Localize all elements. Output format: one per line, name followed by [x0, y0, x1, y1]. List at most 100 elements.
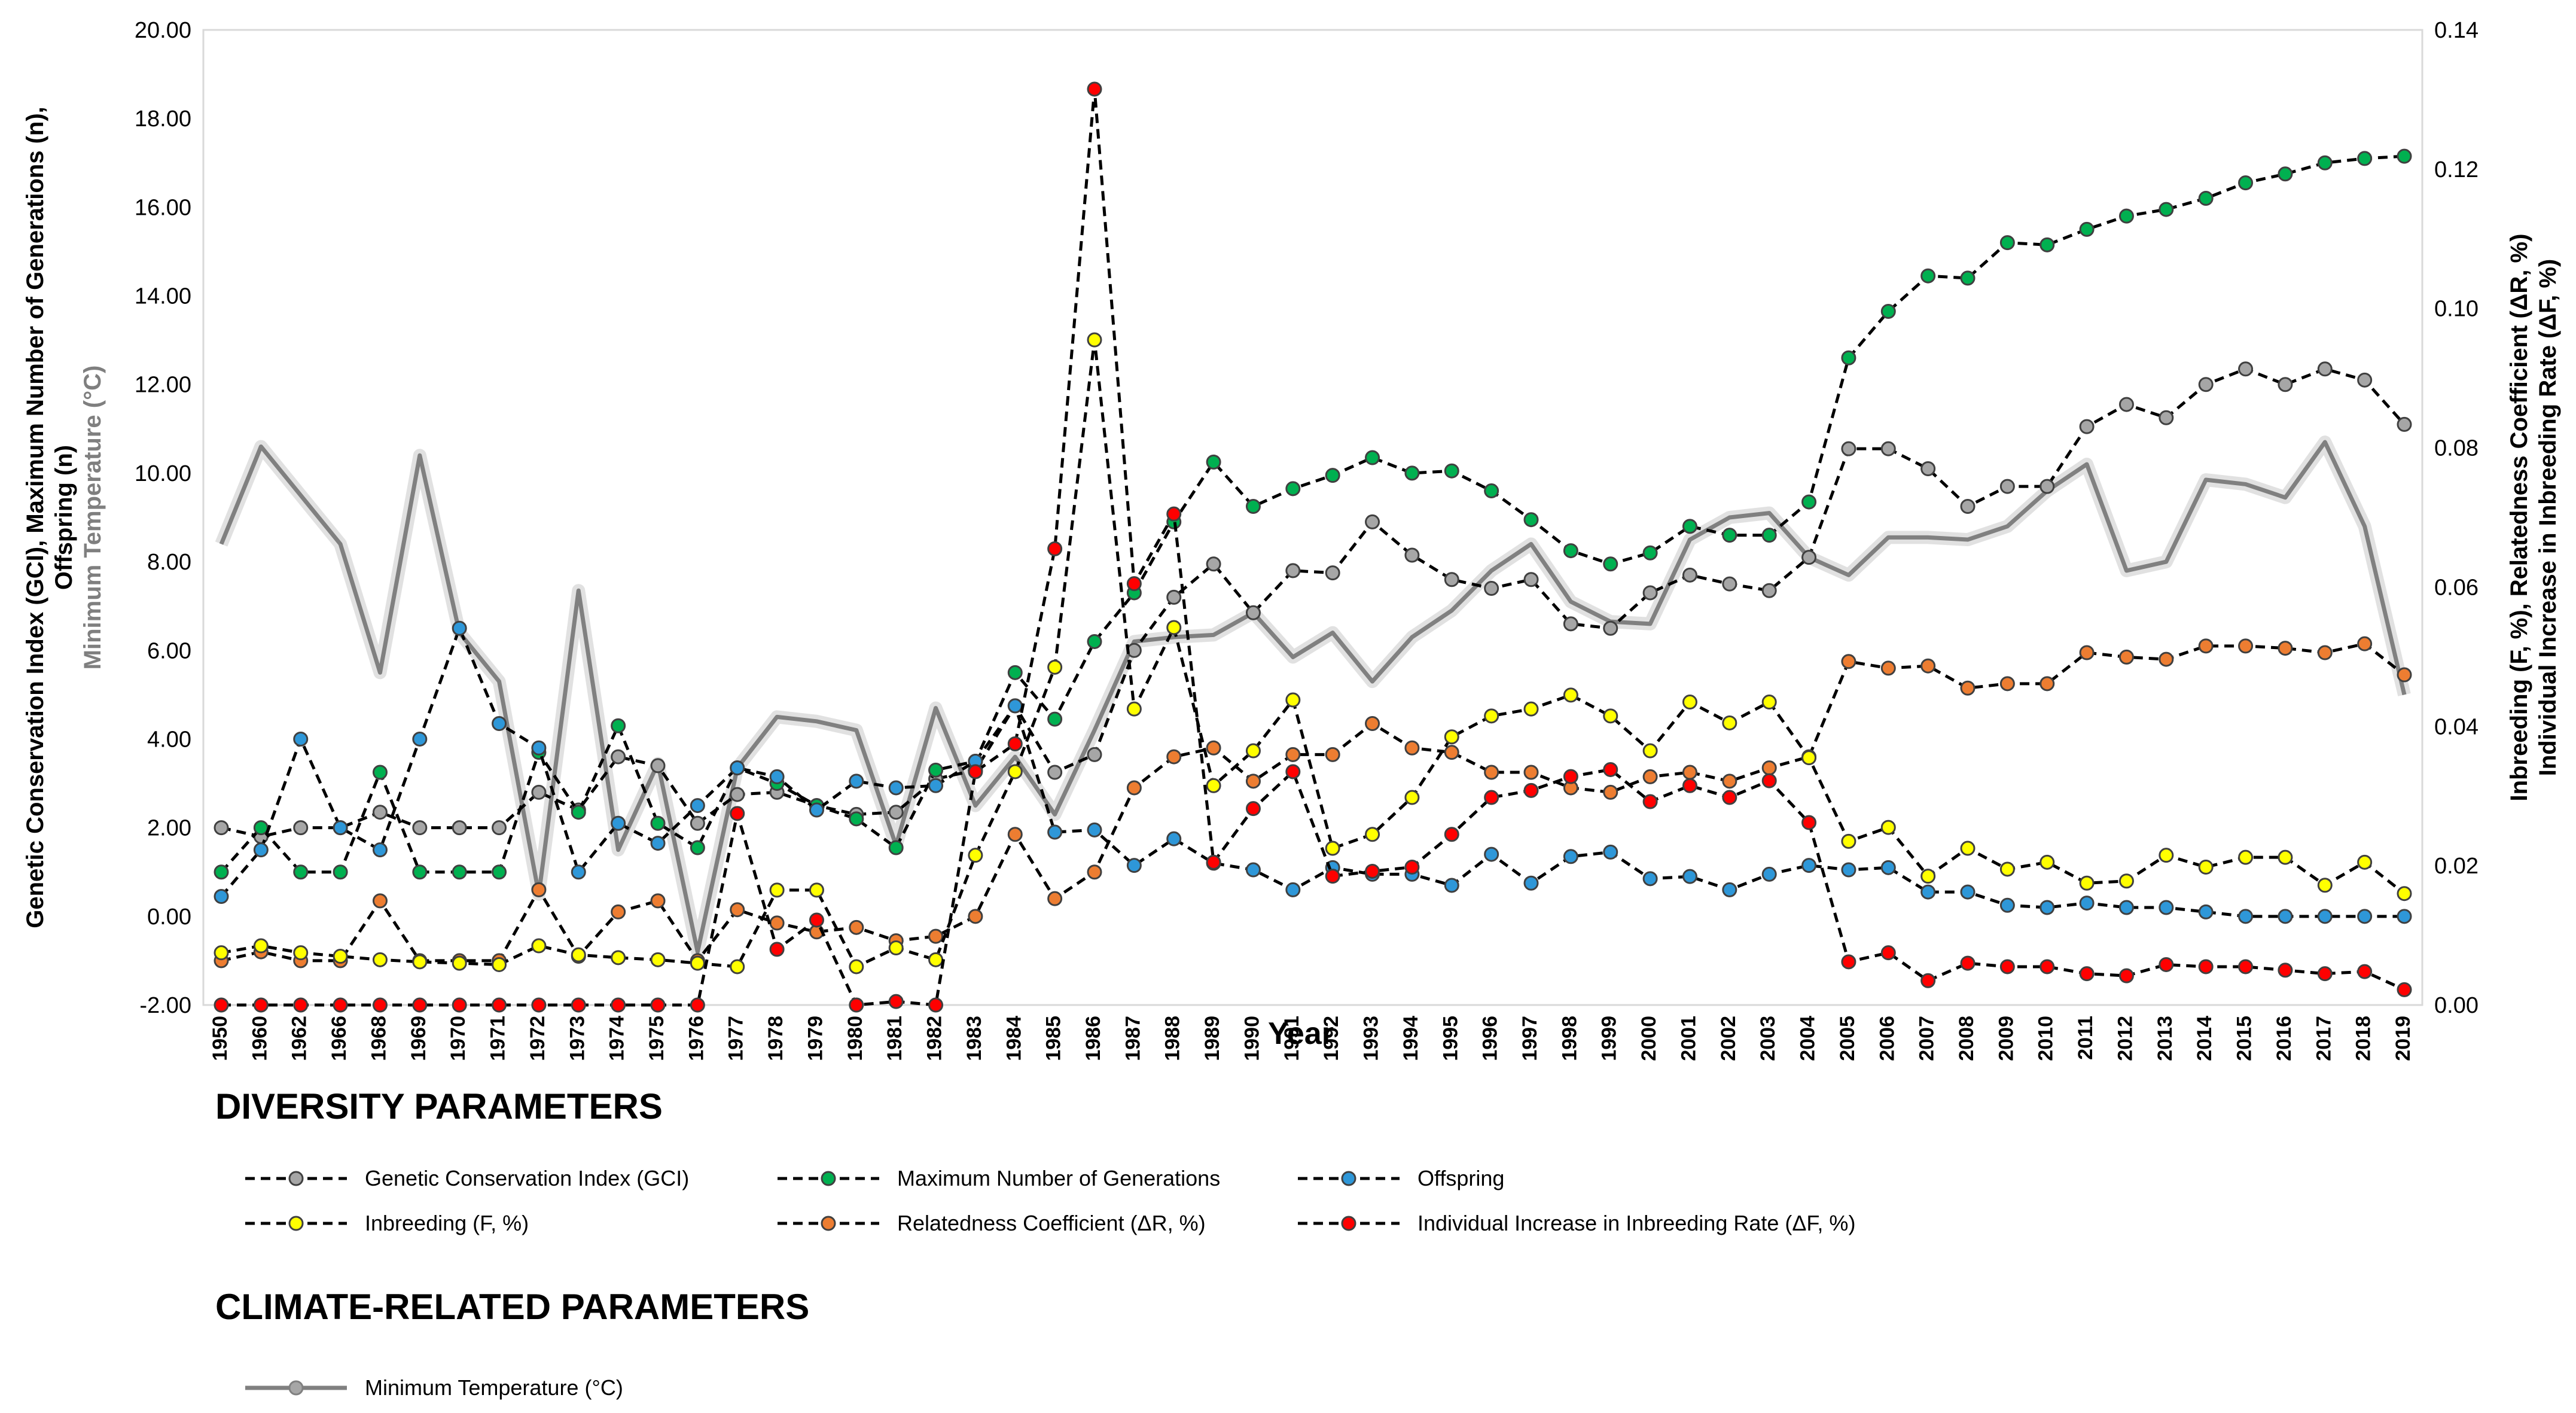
data-point [1999, 959, 2015, 975]
data-point [2159, 410, 2174, 425]
data-point [1206, 556, 1221, 572]
x-tick-label: 1962 [288, 1016, 311, 1061]
data-point [2238, 849, 2254, 865]
right-tick-label: 0.12 [2434, 157, 2479, 182]
data-point [928, 762, 944, 778]
x-tick-label: 2005 [1836, 1016, 1859, 1061]
data-point [2118, 873, 2134, 889]
left-axis-title-temperature: Minimum Temperature (°C) [80, 366, 106, 670]
x-tick-label: 1978 [764, 1016, 787, 1061]
data-point [1841, 862, 1856, 878]
left-axis-title-group: Genetic Conservation Index (GCI), Maximu… [22, 106, 106, 928]
left-axis-title-line2: Offspring (n) [51, 445, 77, 590]
data-point [1682, 519, 1697, 534]
data-point [1960, 955, 1976, 971]
data-point [849, 919, 864, 935]
data-point [730, 806, 745, 821]
legend-diversity-title: DIVERSITY PARAMETERS [215, 1086, 663, 1126]
left-tick-label: -2.00 [139, 993, 191, 1018]
data-point [1047, 541, 1063, 556]
data-point [412, 731, 428, 747]
legend-label: Individual Increase in Inbreeding Rate (… [1417, 1211, 1855, 1235]
data-point [769, 915, 785, 931]
data-point [2357, 372, 2373, 388]
legend-marker [821, 1171, 836, 1186]
data-point [1087, 864, 1102, 880]
x-tick-label: 2011 [2074, 1016, 2097, 1060]
x-tick-label: 1991 [1281, 1016, 1303, 1061]
data-point [1126, 642, 1142, 658]
data-point [1880, 303, 1896, 319]
left-tick-label: 16.00 [135, 195, 191, 220]
x-tick-label: 2017 [2312, 1016, 2335, 1061]
data-point [1166, 589, 1182, 605]
x-tick-label: 1986 [1082, 1016, 1105, 1061]
data-point [1523, 875, 1539, 891]
data-point [1999, 897, 2015, 913]
x-tick-label: 1950 [209, 1016, 231, 1061]
data-point [1603, 620, 1618, 636]
data-point [2079, 966, 2095, 982]
data-point [1126, 858, 1142, 873]
data-point [2079, 419, 2095, 434]
data-point [1642, 769, 1658, 784]
legend-label: Maximum Number of Generations [897, 1166, 1220, 1190]
legend-item-temperature: Minimum Temperature (°C) [245, 1375, 623, 1400]
data-point [2040, 479, 2055, 494]
data-point [1722, 790, 1737, 805]
data-point [293, 864, 309, 880]
data-point [531, 784, 547, 800]
data-point [1047, 824, 1063, 840]
data-point [888, 994, 904, 1009]
data-point [2317, 645, 2333, 660]
data-point [412, 820, 428, 836]
data-point [1682, 869, 1697, 884]
data-point [849, 997, 864, 1013]
data-point [1880, 945, 1896, 961]
data-point [1801, 494, 1817, 510]
data-point [2278, 849, 2293, 865]
data-point [571, 864, 586, 880]
data-point [2357, 151, 2373, 166]
right-axis-title-group: Inbreeding (F, %), Relatedness Coefficie… [2506, 234, 2561, 802]
data-point [1285, 481, 1301, 497]
data-point [1761, 583, 1777, 598]
data-point [1245, 743, 1261, 759]
data-point [2118, 968, 2134, 983]
data-point [214, 945, 229, 961]
x-tick-label: 1997 [1519, 1016, 1541, 1061]
right-axis-ticks: 0.00 0.02 0.04 0.06 0.08 0.10 0.12 0.14 [2434, 18, 2479, 1018]
data-point [650, 952, 666, 967]
right-tick-label: 0.00 [2434, 993, 2479, 1018]
data-point [928, 952, 944, 967]
data-point [1682, 695, 1697, 710]
data-point [2278, 963, 2293, 978]
data-point [1920, 869, 1936, 884]
data-point [2159, 202, 2174, 217]
data-point [1484, 483, 1499, 499]
x-tick-label: 1972 [526, 1016, 549, 1061]
data-point [1325, 565, 1340, 581]
data-point [1563, 769, 1578, 784]
data-point [730, 959, 745, 975]
left-tick-label: 6.00 [147, 638, 191, 663]
data-point [452, 620, 467, 636]
data-point [1563, 687, 1578, 703]
data-point [1166, 749, 1182, 765]
data-point [2040, 676, 2055, 692]
data-point [2317, 909, 2333, 924]
data-point [888, 940, 904, 956]
data-point [1404, 465, 1420, 481]
data-point [1285, 747, 1301, 762]
data-point [2079, 645, 2095, 660]
data-point [611, 997, 626, 1013]
data-point [2040, 237, 2055, 252]
temperature-line [219, 440, 2407, 954]
x-tick-label: 1976 [685, 1016, 708, 1061]
data-point [650, 997, 666, 1013]
temperature-line-glow [215, 436, 2411, 959]
data-point [928, 778, 944, 793]
data-point [690, 798, 705, 814]
